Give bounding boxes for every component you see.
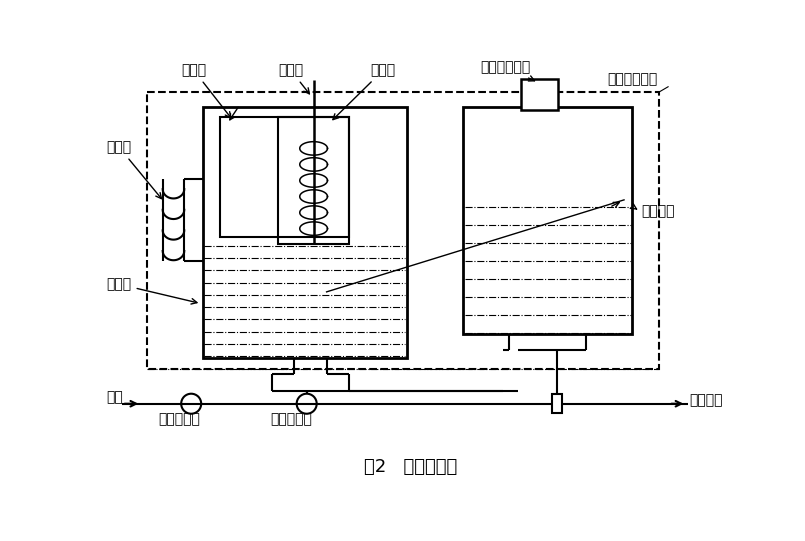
- Text: 预热管: 预热管: [106, 140, 162, 199]
- Bar: [220, 117, 349, 236]
- Text: 热电偶: 热电偶: [279, 63, 309, 94]
- Text: 输出计量泵: 输出计量泵: [270, 412, 312, 426]
- Text: 残留液杯: 残留液杯: [642, 204, 675, 218]
- Bar: [279, 117, 349, 245]
- Bar: [521, 79, 558, 110]
- Text: 蒸发器: 蒸发器: [106, 277, 197, 304]
- Text: 回收装置: 回收装置: [689, 393, 723, 407]
- Bar: [203, 107, 407, 358]
- Text: 图2   蒸发器组成: 图2 蒸发器组成: [364, 458, 457, 476]
- Text: 样品: 样品: [106, 391, 123, 405]
- Text: 闪蒸杯: 闪蒸杯: [181, 63, 231, 118]
- Text: 输入计量泵: 输入计量泵: [158, 412, 200, 426]
- Bar: [147, 92, 659, 369]
- Bar: [463, 107, 633, 334]
- Text: 超声波传感器: 超声波传感器: [480, 60, 535, 81]
- Bar: [551, 394, 563, 413]
- Text: 液位测量单元: 液位测量单元: [607, 72, 657, 86]
- Text: 加热器: 加热器: [333, 63, 396, 120]
